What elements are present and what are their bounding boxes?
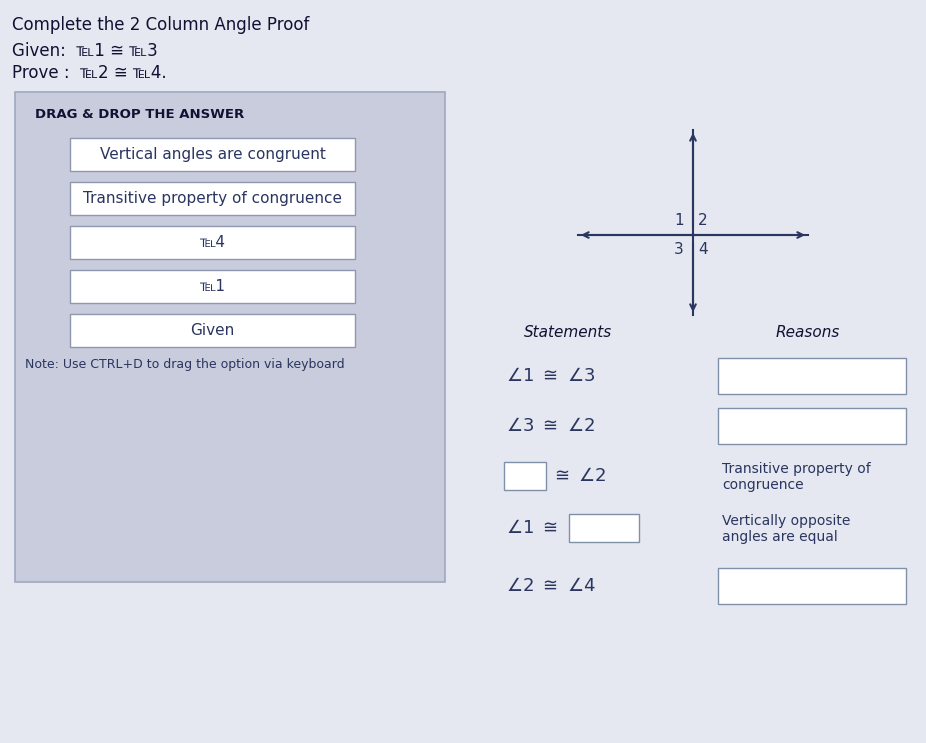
Text: DRAG & DROP THE ANSWER: DRAG & DROP THE ANSWER (35, 108, 244, 121)
Text: $\angle$2 $\cong$ $\angle$4: $\angle$2 $\cong$ $\angle$4 (506, 577, 595, 595)
Text: $\angle$1 $\cong$: $\angle$1 $\cong$ (506, 519, 558, 537)
Text: Complete the 2 Column Angle Proof: Complete the 2 Column Angle Proof (12, 16, 309, 34)
Bar (718, 358, 906, 394)
Bar (70, 226, 355, 259)
Text: Statements: Statements (524, 325, 612, 340)
Text: 2: 2 (698, 213, 707, 228)
Text: Transitive property of congruence: Transitive property of congruence (83, 191, 342, 206)
Bar (569, 514, 639, 542)
Text: $\angle$1 $\cong$ $\angle$3: $\angle$1 $\cong$ $\angle$3 (506, 367, 595, 385)
Bar (70, 182, 355, 215)
Text: 1: 1 (674, 213, 684, 228)
Text: Given: Given (191, 323, 234, 338)
Text: $\cong$ $\angle$2: $\cong$ $\angle$2 (551, 467, 607, 485)
Bar (504, 462, 546, 490)
Bar (70, 270, 355, 303)
Text: 4: 4 (698, 242, 707, 257)
Text: Vertically opposite
angles are equal: Vertically opposite angles are equal (722, 514, 850, 544)
Text: ℡4: ℡4 (199, 235, 226, 250)
Text: Given:  ℡1 ≅ ℡3: Given: ℡1 ≅ ℡3 (12, 42, 157, 60)
Bar (70, 314, 355, 347)
Text: $\angle$3 $\cong$ $\angle$2: $\angle$3 $\cong$ $\angle$2 (506, 417, 595, 435)
Text: Transitive property of
congruence: Transitive property of congruence (722, 462, 870, 492)
Text: Vertical angles are congruent: Vertical angles are congruent (100, 147, 325, 162)
Text: Reasons: Reasons (776, 325, 840, 340)
Text: Note: Use CTRL+D to drag the option via keyboard: Note: Use CTRL+D to drag the option via … (25, 358, 344, 371)
Bar (15, 92, 445, 582)
Text: 3: 3 (674, 242, 684, 257)
Bar (718, 408, 906, 444)
Text: Prove :  ℡2 ≅ ℡4.: Prove : ℡2 ≅ ℡4. (12, 64, 167, 82)
Bar (718, 568, 906, 604)
Bar (70, 138, 355, 171)
Text: ℡1: ℡1 (199, 279, 226, 294)
